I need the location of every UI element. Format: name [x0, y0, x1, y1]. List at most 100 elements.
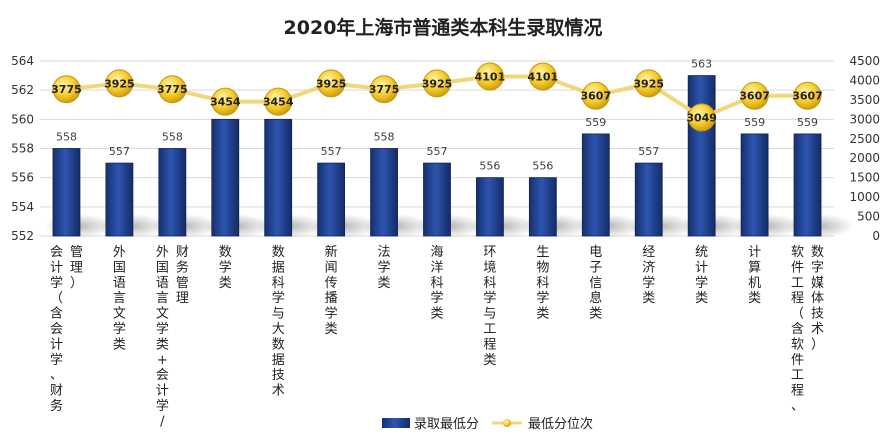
category-char: 数 — [272, 245, 285, 260]
left-tick-label: 564 — [11, 54, 34, 68]
category-char: 传 — [325, 276, 338, 291]
category-char: 类 — [589, 307, 602, 322]
category-char: 财 — [176, 245, 189, 260]
category-char: 务 — [176, 259, 189, 275]
line-value-label: 3454 — [263, 96, 294, 109]
category-char: 据 — [272, 353, 285, 368]
line-value-label: 3775 — [157, 83, 188, 96]
bar-value-label: 559 — [797, 116, 818, 129]
line-value-label: 3775 — [369, 83, 400, 96]
right-tick-label: 4000 — [849, 73, 880, 87]
category-char: 计 — [50, 260, 63, 275]
line-point — [52, 75, 81, 104]
bar — [423, 162, 451, 237]
bar — [370, 148, 398, 237]
category-char: 会 — [156, 368, 169, 383]
bar — [581, 133, 610, 237]
category-char: 类 — [378, 276, 391, 291]
category-char: 学 — [483, 290, 496, 306]
category-char: 理 — [70, 260, 83, 275]
category-char: 类 — [695, 291, 708, 306]
category-char: 财 — [50, 384, 63, 399]
category-char: 数 — [219, 245, 232, 260]
line-value-label: 3607 — [792, 90, 823, 103]
legend-marker-swatch — [503, 419, 511, 427]
line-point — [687, 103, 716, 132]
category-char: 大 — [272, 322, 285, 337]
category-char: 程 — [483, 337, 496, 352]
category-char: 外 — [113, 245, 126, 260]
category-char: 含 — [791, 321, 804, 337]
category-char: 言 — [113, 291, 126, 306]
category-char: 境 — [483, 260, 496, 275]
right-tick-label: 2000 — [849, 151, 880, 165]
bar-value-label: 556 — [532, 160, 553, 173]
category-char: 文 — [113, 307, 126, 322]
category-char: 学 — [50, 352, 63, 368]
line-value-label: 3925 — [316, 77, 347, 90]
category-char: 闻 — [325, 260, 338, 275]
legend-line-label: 最低分位次 — [528, 416, 593, 432]
category-char: 类 — [113, 337, 126, 352]
category-char: （ — [50, 291, 63, 306]
category-char: 科 — [483, 276, 496, 291]
category-char: 件 — [791, 353, 804, 368]
category-char: 科 — [536, 276, 549, 291]
category-char: 经 — [642, 245, 655, 260]
legend-bar-label: 录取最低分 — [414, 417, 479, 432]
bar — [317, 162, 346, 237]
category-char: 言 — [156, 291, 169, 306]
category-char: 类 — [219, 276, 232, 291]
category-char: 术 — [811, 322, 824, 337]
category-char: 语 — [113, 276, 126, 291]
bar — [105, 162, 134, 237]
right-tick-label: 500 — [857, 210, 880, 224]
bar — [264, 118, 293, 237]
category-char: 新 — [325, 244, 338, 260]
bar-value-label: 557 — [638, 145, 659, 158]
right-tick-label: 1500 — [849, 171, 880, 185]
category-char: 软 — [791, 245, 804, 260]
category-char: + — [157, 353, 168, 368]
category-char: 计 — [748, 245, 761, 260]
category-char: 务 — [50, 398, 63, 414]
right-axis: 0 500 1000 1500 2000 2500 3000 3500 4000 4500 — [849, 54, 880, 243]
category-char: 学 — [272, 290, 285, 306]
category-char: 工 — [791, 368, 804, 383]
line-point — [370, 75, 399, 104]
line-point — [740, 81, 769, 110]
category-char: 、 — [50, 368, 63, 383]
bar-value-label: 558 — [374, 131, 395, 144]
category-char: 播 — [325, 291, 338, 306]
bar-value-label: 558 — [56, 131, 77, 144]
category-char: 环 — [483, 245, 496, 260]
bar-value-label: 557 — [427, 145, 448, 158]
left-tick-label: 562 — [11, 83, 34, 97]
category-char: 技 — [272, 368, 285, 383]
category-char: 体 — [811, 291, 824, 306]
category-char: 术 — [272, 384, 285, 399]
category-char: 学 — [536, 290, 549, 306]
bar — [158, 148, 187, 237]
category-char: 工 — [791, 276, 804, 291]
line-point — [317, 69, 346, 98]
line-value-label: 3775 — [51, 83, 82, 96]
category-char: 类 — [642, 291, 655, 306]
bar — [793, 133, 822, 237]
category-char: 洋 — [430, 260, 443, 275]
category-char: 国 — [156, 260, 169, 275]
left-tick-label: 552 — [11, 229, 34, 243]
category-char: 数 — [272, 337, 285, 352]
left-axis: 552 554 556 558 560 562 564 — [11, 54, 34, 243]
category-char: 类 — [536, 307, 549, 322]
category-char: 算 — [748, 260, 761, 275]
